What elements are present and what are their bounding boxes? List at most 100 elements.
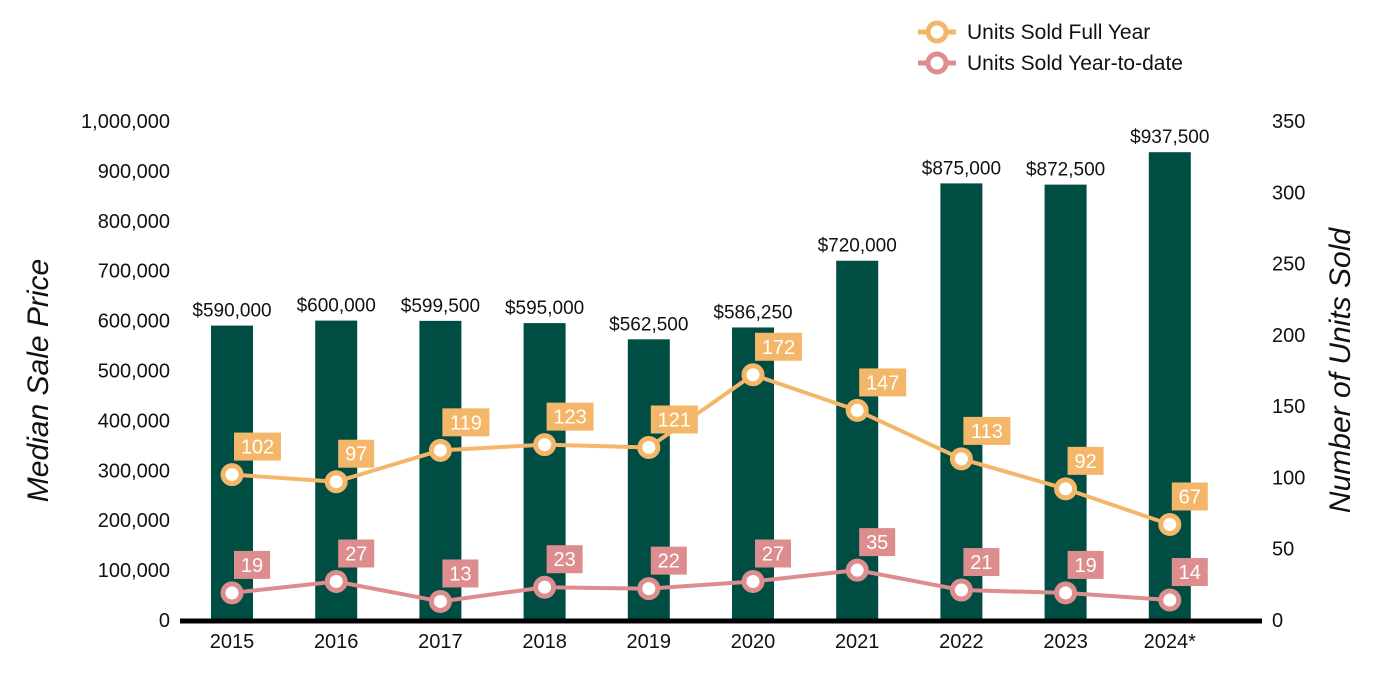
bar [1044,184,1087,620]
left-axis-tick-label: 200,000 [98,510,170,532]
data-label-box [546,545,583,574]
data-label-box [755,539,791,568]
series-full-year: 102 97 119 123 121 172 147 113 92 67 [220,332,1208,536]
data-label-box [442,559,479,588]
left-axis-tick-label: 800,000 [98,211,170,233]
left-axis-title: Median Sale Price [22,259,55,502]
bar-value-label: $937,500 [1130,127,1209,148]
left-axis-tick-label: 700,000 [98,261,170,283]
data-label-box [546,402,594,431]
data-label-box [1067,550,1104,579]
legend-marker [925,20,949,44]
right-axis-tick-label: 100 [1272,467,1305,489]
data-point [741,363,765,387]
data-point [428,589,452,613]
data-label: 119 [450,412,482,434]
right-axis-title: Number of Units Sold [1324,227,1357,513]
bar-value-label: $872,500 [1026,160,1105,181]
bar-value-label: $600,000 [297,296,376,317]
left-axis-tick-label: 300,000 [98,460,170,482]
data-point [741,570,765,594]
right-axis-tick-label: 300 [1272,182,1305,204]
data-point [949,447,973,471]
legend-marker [925,51,949,75]
data-point [845,558,869,582]
data-label: 67 [1179,486,1201,508]
data-label: 22 [658,551,680,573]
bar [523,323,566,620]
data-label: 13 [449,563,471,585]
data-label-box [859,528,896,557]
data-label-box [234,432,281,461]
data-point [637,435,661,459]
bar-value-label: $562,500 [609,314,688,335]
data-label: 147 [866,372,899,394]
left-axis-tick-label: 900,000 [98,161,170,183]
right-axis-tick-label: 350 [1272,111,1305,133]
x-axis-tick-label: 2019 [627,631,672,653]
bar [940,183,983,620]
left-axis-tick-label: 100,000 [98,560,170,582]
data-point [533,575,557,599]
data-label-box [338,439,375,468]
data-point [220,581,244,605]
right-axis-tick-label: 0 [1272,610,1283,632]
data-point [324,470,348,494]
data-label-box [755,332,802,361]
data-label: 27 [762,544,784,566]
data-point [637,577,661,601]
data-label: 123 [553,407,586,429]
left-axis: 0 100,000 200,000 300,000 400,000 500,000 600,… [81,111,170,632]
x-axis-tick-label: 2021 [835,631,880,653]
left-axis-tick-label: 500,000 [98,361,170,383]
data-label: 172 [762,337,795,359]
right-axis-tick-label: 200 [1272,325,1305,347]
legend-label: Units Sold Year-to-date [967,52,1183,75]
data-point [845,398,869,422]
x-axis-tick-label: 2022 [939,631,984,653]
left-axis-tick-label: 1,000,000 [81,111,170,133]
right-axis-tick-label: 150 [1272,396,1305,418]
x-axis-tick-label: 2020 [731,631,776,653]
data-label-box [338,539,375,568]
series-year-to-date: 19 27 13 23 22 27 35 21 19 14 [220,528,1208,613]
right-axis-tick-label: 250 [1272,254,1305,276]
bar [1148,152,1191,620]
x-axis-tick-label: 2015 [210,631,255,653]
data-point [324,570,348,594]
data-label: 92 [1074,451,1096,473]
left-axis-tick-label: 0 [159,610,170,632]
data-label: 35 [866,532,888,554]
data-point [1158,588,1182,612]
series-line [231,568,1170,604]
x-axis-tick-label: 2023 [1043,631,1088,653]
series-line [231,372,1171,527]
left-axis-tick-label: 400,000 [98,410,170,432]
x-axis-tick-label: 2016 [314,631,359,653]
data-label-box [650,546,687,575]
data-label: 121 [658,409,691,431]
x-axis-tick-label: 2017 [418,631,463,653]
data-label: 102 [241,437,274,459]
data-point [949,578,973,602]
x-axis-tick-label: 2024* [1144,631,1196,653]
data-point [1054,477,1078,501]
data-label: 23 [553,549,575,571]
data-label: 27 [345,544,367,566]
x-axis: 2015 2016 2017 2018 2019 2020 2021 2022 2023 2024… [210,631,1196,653]
data-label-box [234,550,270,579]
data-point [220,463,244,487]
bar-value-label: $590,000 [192,301,271,322]
data-label-box [963,416,1011,445]
bar-value-label: $586,250 [713,302,792,323]
right-axis-tick-label: 50 [1272,539,1294,561]
data-label: 21 [970,552,992,574]
data-point [428,438,452,462]
data-label: 19 [1074,555,1096,577]
data-label-box [442,408,490,437]
data-label-box [1171,482,1208,511]
bar-value-label: $595,000 [505,298,584,319]
data-label-box [859,368,907,397]
